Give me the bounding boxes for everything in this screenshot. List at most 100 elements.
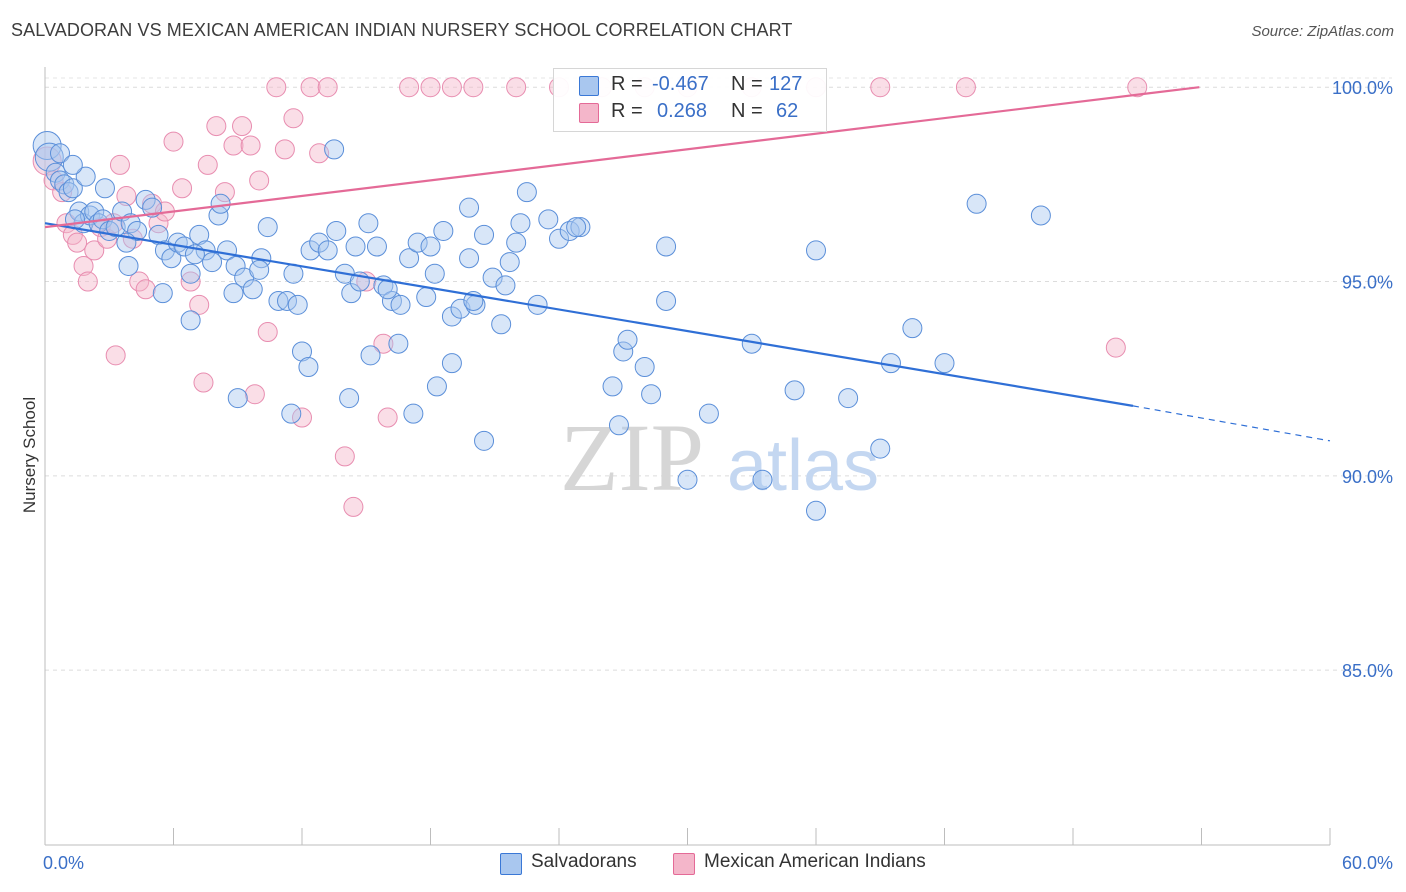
- salvadoran-point: [424, 263, 445, 284]
- salvadoran-point: [148, 224, 169, 245]
- mexican-american-indian-point: [506, 77, 527, 98]
- legend-n-label: N =: [731, 100, 763, 122]
- mexican-american-indian-point: [292, 407, 312, 428]
- legend-n-value: 127: [769, 73, 803, 95]
- salvadoran-point: [339, 388, 360, 409]
- salvadoran-point: [482, 267, 503, 288]
- salvadoran-point: [806, 240, 826, 261]
- mexican-american-indian-point: [214, 182, 235, 203]
- salvadoran-point: [120, 213, 141, 234]
- grid-lines: [45, 77, 1392, 671]
- mexican-american-indian-point: [189, 294, 210, 315]
- salvadoran-point: [617, 329, 638, 350]
- salvadoran-point: [298, 357, 319, 378]
- salvadoran-point: [566, 217, 587, 238]
- mexican-american-indian-point: [105, 345, 126, 366]
- legend-r-label: R =: [611, 73, 643, 95]
- mexican-american-indian-point: [870, 77, 891, 98]
- salvadoran-point: [1030, 205, 1051, 226]
- salvadoran-point: [242, 279, 263, 300]
- salvadoran-point: [934, 353, 955, 374]
- watermark-zip: ZIP: [560, 404, 704, 511]
- mexican-american-indian-point: [163, 131, 184, 152]
- salvadoran-point: [459, 248, 480, 269]
- salvadoran-point: [223, 283, 244, 304]
- salvadoran-point: [277, 290, 298, 311]
- salvadoran-point: [416, 287, 437, 308]
- mexican-american-indian-point: [274, 139, 295, 160]
- mexican-american-indian-point: [129, 271, 150, 292]
- mexican-american-indian-point: [373, 333, 394, 354]
- mexican-american-indian-point: [240, 135, 261, 156]
- mexican-american-indian-point: [249, 170, 270, 191]
- salvadoran-point: [495, 275, 516, 296]
- mexican-american-indian-point: [116, 186, 137, 207]
- salvadoran-point: [317, 240, 338, 261]
- legend-r-value: 0.268: [657, 100, 708, 122]
- salvadoran-point: [656, 290, 677, 311]
- salvadoran-point: [902, 318, 923, 339]
- salvadoran-point: [227, 388, 248, 409]
- salvadoran-point: [399, 248, 420, 269]
- bottom-legend-salvadorans: Salvadorans: [531, 851, 637, 872]
- salvadoran-point: [506, 232, 527, 253]
- legend-row-salvadorans: R = -0.467 N = 127: [554, 73, 826, 99]
- salvadoran-point: [268, 290, 289, 311]
- salvadoran-point: [403, 403, 424, 424]
- salvadoran-point: [966, 193, 987, 214]
- salvadoran-point: [433, 220, 454, 241]
- salvadoran-point: [345, 236, 366, 257]
- salvadoran-point: [292, 341, 312, 362]
- salvadoran-point: [450, 298, 471, 319]
- mexican-american-indian-point: [84, 240, 105, 261]
- salvadoran-point: [634, 357, 655, 378]
- salvadoran-point: [154, 240, 175, 261]
- chart-title: SALVADORAN VS MEXICAN AMERICAN INDIAN NU…: [11, 20, 793, 40]
- mexican-american-indian-point: [73, 255, 94, 276]
- mexican-american-indian-point: [223, 135, 244, 156]
- salvadoran-point: [426, 376, 447, 397]
- salvadoran-point: [656, 236, 677, 257]
- salvadoran-point: [420, 236, 441, 257]
- mexican-american-indian-point: [283, 108, 304, 129]
- salvadoran-point: [281, 403, 302, 424]
- mexican-american-indian-point: [257, 322, 278, 343]
- bottom-legend-swatch-salvadorans: [500, 853, 522, 875]
- salvadoran-point: [516, 182, 537, 203]
- mexican-american-indian-point: [420, 77, 441, 98]
- salvadoran-point: [360, 345, 381, 366]
- salvadoran-point: [510, 213, 531, 234]
- salvadoran-point: [94, 178, 115, 199]
- salvadoran-point: [32, 130, 62, 160]
- salvadoran-point: [300, 240, 321, 261]
- bottom-legend-swatch-mexican: [673, 853, 695, 875]
- salvadoran-point: [62, 178, 83, 199]
- salvadoran-point: [180, 310, 201, 331]
- mexican-american-indian-point: [232, 116, 253, 137]
- salvadoran-point: [698, 403, 719, 424]
- legend-r-label: R =: [611, 100, 643, 122]
- tick-labels: 85.0% 90.0% 95.0% 100.0% 0.0% 60.0%: [43, 78, 1393, 873]
- salvadoran-point: [118, 255, 139, 276]
- salvadoran-point: [287, 294, 308, 315]
- salvadoran-trend-extension: [1132, 405, 1331, 442]
- salvadoran-point: [538, 209, 559, 230]
- mexican-american-indian-point: [1105, 337, 1126, 358]
- salvadoran-point: [641, 384, 662, 405]
- mexican-american-indian-point: [955, 77, 976, 98]
- axes: [44, 67, 1331, 846]
- salvadoran-point: [249, 259, 270, 280]
- salvadoran-point: [64, 209, 85, 230]
- salvadoran-point: [34, 142, 64, 172]
- salvadoran-point: [499, 252, 520, 273]
- mexican-american-indian-point: [343, 496, 364, 517]
- salvadoran-point: [366, 236, 387, 257]
- mexican-american-indian-point: [67, 232, 88, 253]
- salvadoran-point: [441, 353, 462, 374]
- legend-r-value: -0.467: [652, 73, 709, 95]
- salvadoran-point: [257, 217, 278, 238]
- salvadoran-point: [474, 430, 495, 451]
- salvadoran-point: [474, 224, 495, 245]
- salvadoran-point: [677, 469, 698, 490]
